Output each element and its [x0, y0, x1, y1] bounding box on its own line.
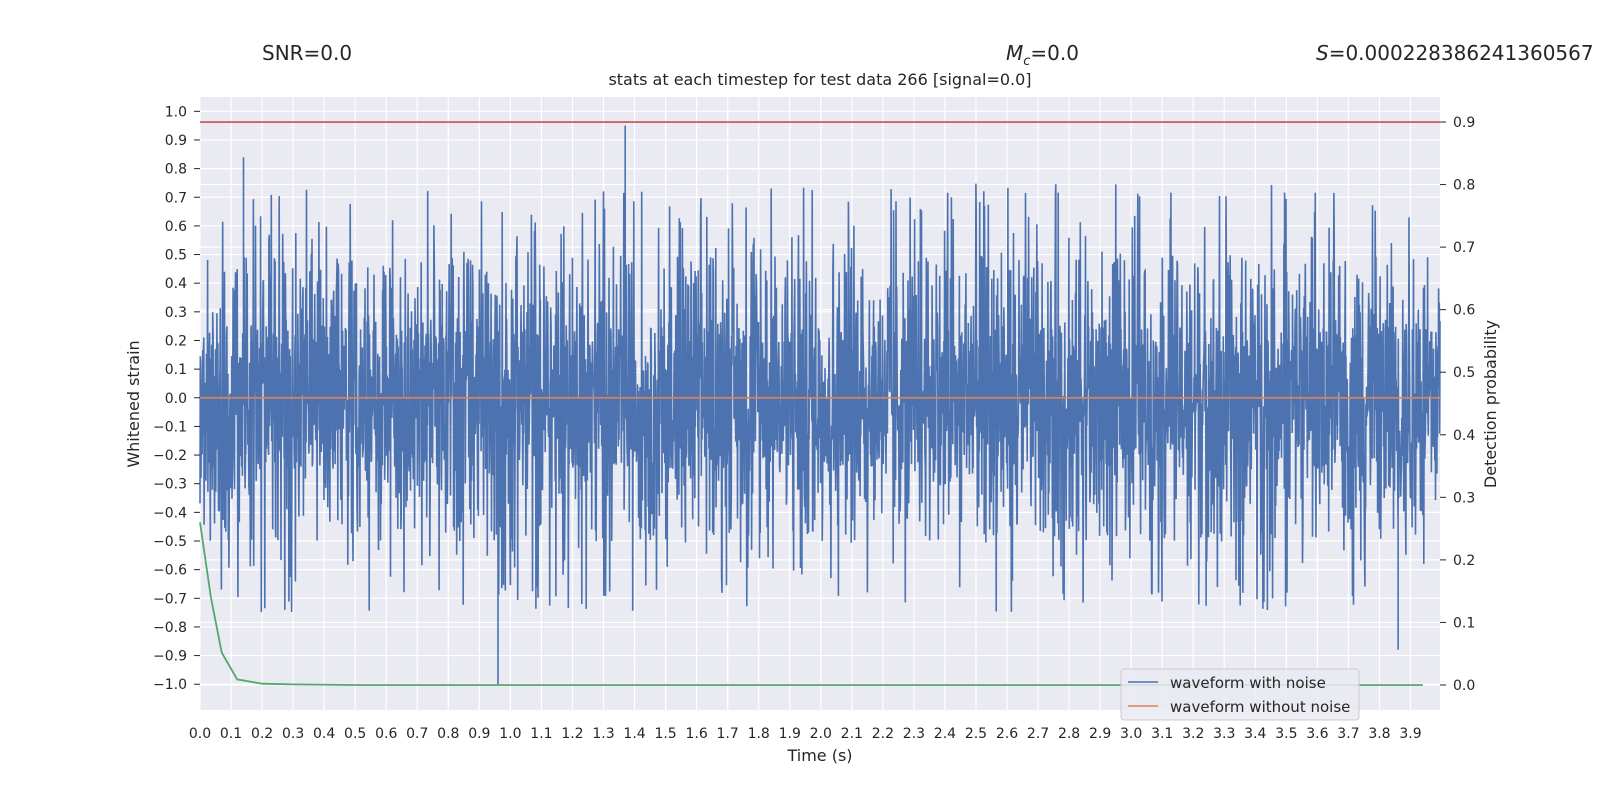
- x-tick-label: 1.0: [499, 726, 521, 742]
- x-tick-label: 2.4: [934, 726, 956, 742]
- x-tick-label: 0.9: [468, 726, 490, 742]
- x-tick-label: 2.5: [965, 726, 987, 742]
- y2-tick-label: 0.9: [1453, 115, 1475, 131]
- y-axis-label: Whitened strain: [124, 340, 143, 467]
- x-tick-labels: 0.0 0.1 0.2 0.3 0.4 0.5 0.6 0.7 0.8 0.9 1.0 1.1 1.2 1…: [189, 726, 1422, 742]
- y-tick-labels: 1.0 0.9 0.8 0.7 0.6 0.5 0.4 0.3 0.2 0.1 0.0 −0.1 −0.…: [153, 104, 200, 693]
- x-tick-label: 1.7: [717, 726, 739, 742]
- y-tick-label: 0.2: [165, 333, 187, 349]
- x-tick-label: 1.1: [530, 726, 552, 742]
- y2-tick-label: 0.0: [1453, 678, 1475, 694]
- x-tick-label: 2.2: [872, 726, 894, 742]
- y-tick-label: −1.0: [153, 677, 187, 693]
- y-tick-label: 0.6: [165, 219, 187, 235]
- x-tick-label: 2.6: [996, 726, 1018, 742]
- x-tick-label: 2.9: [1089, 726, 1111, 742]
- x-tick-label: 0.1: [220, 726, 242, 742]
- x-tick-label: 0.4: [313, 726, 335, 742]
- x-tick-label: 0.6: [375, 726, 397, 742]
- y2-tick-label: 0.8: [1453, 178, 1475, 194]
- x-tick-label: 1.2: [561, 726, 583, 742]
- y-tick-label: −0.6: [153, 563, 187, 579]
- y2-tick-label: 0.4: [1453, 428, 1475, 444]
- y-tick-label: 0.8: [165, 162, 187, 178]
- y2-tick-label: 0.1: [1453, 615, 1475, 631]
- x-tick-label: 3.8: [1368, 726, 1390, 742]
- x-tick-label: 3.9: [1399, 726, 1421, 742]
- y2-tick-label: 0.7: [1453, 240, 1475, 256]
- x-tick-label: 0.7: [406, 726, 428, 742]
- y-tick-label: 0.1: [165, 362, 187, 378]
- y-tick-label: 0.7: [165, 190, 187, 206]
- y-tick-label: −0.9: [153, 649, 187, 665]
- chart-figure: 0.0 0.1 0.2 0.3 0.4 0.5 0.6 0.7 0.8 0.9 1.0 1.1 1.2 1…: [0, 0, 1600, 800]
- x-tick-label: 1.3: [592, 726, 614, 742]
- y-tick-label: 1.0: [165, 104, 187, 120]
- legend: waveform with noise waveform without noi…: [1121, 669, 1359, 720]
- x-tick-label: 1.5: [654, 726, 676, 742]
- x-tick-label: 3.0: [1120, 726, 1142, 742]
- legend-label-noise: waveform with noise: [1170, 674, 1326, 692]
- y-tick-label: 0.5: [165, 248, 187, 264]
- x-tick-label: 3.7: [1337, 726, 1359, 742]
- y-tick-label: 0.3: [165, 305, 187, 321]
- x-tick-label: 3.5: [1275, 726, 1297, 742]
- y-tick-label: 0.4: [165, 276, 187, 292]
- y-tick-label: −0.4: [153, 505, 187, 521]
- x-tick-label: 2.1: [841, 726, 863, 742]
- y-tick-label: 0.9: [165, 133, 187, 149]
- y-tick-label: −0.7: [153, 591, 187, 607]
- y2-axis-label: Detection probability: [1481, 320, 1500, 488]
- x-tick-label: 2.0: [810, 726, 832, 742]
- y2-tick-label: 0.5: [1453, 365, 1475, 381]
- y-tick-label: 0.0: [165, 391, 187, 407]
- x-tick-label: 1.9: [779, 726, 801, 742]
- y-tick-label: −0.3: [153, 477, 187, 493]
- y-tick-label: −0.1: [153, 419, 187, 435]
- x-tick-label: 2.7: [1027, 726, 1049, 742]
- x-tick-label: 3.1: [1151, 726, 1173, 742]
- y-tick-label: −0.5: [153, 534, 187, 550]
- x-tick-label: 1.6: [685, 726, 707, 742]
- x-tick-label: 3.3: [1213, 726, 1235, 742]
- x-tick-label: 0.3: [282, 726, 304, 742]
- x-tick-label: 1.4: [623, 726, 645, 742]
- y2-tick-labels: 0.9 0.8 0.7 0.6 0.5 0.4 0.3 0.2 0.1 0.0: [1440, 115, 1475, 694]
- x-tick-label: 3.2: [1182, 726, 1204, 742]
- y-tick-label: −0.8: [153, 620, 187, 636]
- x-tick-label: 0.5: [344, 726, 366, 742]
- x-tick-label: 0.0: [189, 726, 211, 742]
- y-tick-label: −0.2: [153, 448, 187, 464]
- x-tick-label: 3.6: [1306, 726, 1328, 742]
- x-tick-label: 1.8: [748, 726, 770, 742]
- x-tick-label: 0.8: [437, 726, 459, 742]
- y2-tick-label: 0.2: [1453, 553, 1475, 569]
- legend-label-clean: waveform without noise: [1170, 698, 1350, 716]
- x-axis-label: Time (s): [786, 746, 852, 765]
- y2-tick-label: 0.6: [1453, 303, 1475, 319]
- y2-tick-label: 0.3: [1453, 490, 1475, 506]
- x-tick-label: 0.2: [251, 726, 273, 742]
- x-tick-label: 3.4: [1244, 726, 1266, 742]
- x-tick-label: 2.3: [903, 726, 925, 742]
- x-tick-label: 2.8: [1058, 726, 1080, 742]
